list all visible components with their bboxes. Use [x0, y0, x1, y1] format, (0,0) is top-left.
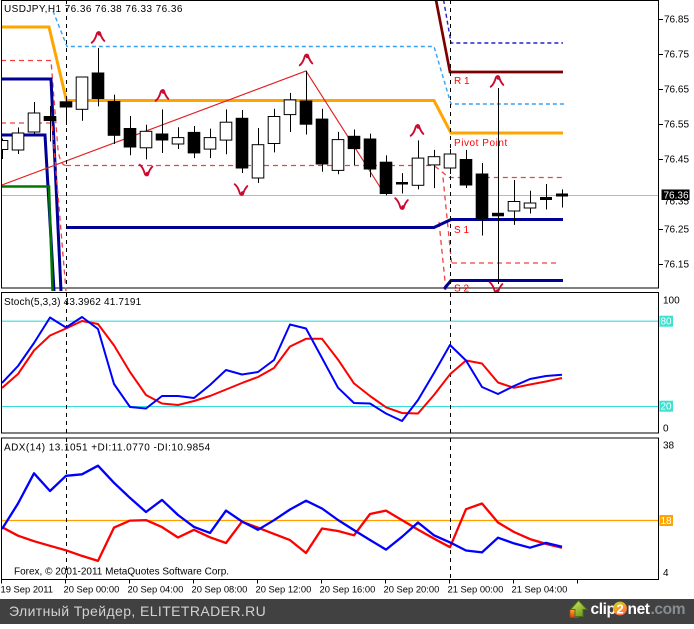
svg-text:20 Sep 20:00: 20 Sep 20:00 — [384, 584, 440, 595]
svg-text:76.15: 76.15 — [664, 260, 689, 271]
svg-text:2: 2 — [617, 602, 624, 617]
svg-text:Pivot Point: Pivot Point — [454, 138, 508, 149]
svg-text:76.65: 76.65 — [664, 85, 689, 96]
svg-text:S 1: S 1 — [454, 225, 469, 236]
svg-text:Forex, © 2001-2011 MetaQuotes: Forex, © 2001-2011 MetaQuotes Software C… — [14, 567, 229, 578]
svg-text:clip: clip — [591, 601, 616, 618]
svg-text:76.35: 76.35 — [664, 197, 689, 208]
svg-text:20 Sep 12:00: 20 Sep 12:00 — [256, 584, 312, 595]
svg-text:21 Sep 04:00: 21 Sep 04:00 — [512, 584, 568, 595]
svg-text:S 2: S 2 — [454, 284, 469, 295]
svg-text:R 1: R 1 — [454, 76, 470, 87]
svg-text:76.75: 76.75 — [664, 50, 689, 61]
svg-text:USDJPY,H1 76.36 76.38 76.33 7: USDJPY,H1 76.36 76.38 76.33 76.36 — [4, 4, 183, 15]
svg-text:.com: .com — [651, 601, 686, 618]
svg-text:20 Sep 04:00: 20 Sep 04:00 — [128, 584, 184, 595]
svg-text:76.45: 76.45 — [664, 155, 689, 166]
svg-text:0: 0 — [663, 424, 669, 435]
svg-text:net: net — [628, 601, 650, 618]
svg-text:76.36: 76.36 — [664, 191, 689, 202]
svg-text:19 Sep 2011: 19 Sep 2011 — [1, 584, 53, 595]
svg-text:18: 18 — [661, 516, 673, 527]
svg-text:80: 80 — [661, 317, 673, 328]
svg-text:20 Sep 08:00: 20 Sep 08:00 — [192, 584, 248, 595]
svg-text:20 Sep 16:00: 20 Sep 16:00 — [320, 584, 376, 595]
svg-text:4: 4 — [663, 568, 669, 579]
svg-text:100: 100 — [663, 296, 680, 307]
svg-text:38: 38 — [663, 441, 675, 452]
svg-text:Stoch(5,3,3) 43.3962 41.7191: Stoch(5,3,3) 43.3962 41.7191 — [4, 297, 142, 308]
svg-text:76.25: 76.25 — [664, 225, 689, 236]
svg-text:76.85: 76.85 — [664, 15, 689, 26]
svg-text:ADX(14) 13.1051 +DI:11.0770 -D: ADX(14) 13.1051 +DI:11.0770 -DI:10.9854 — [4, 443, 211, 454]
svg-text:Элитный Трейдер, ELITETRADER.R: Элитный Трейдер, ELITETRADER.RU — [9, 603, 266, 619]
svg-text:76.55: 76.55 — [664, 120, 689, 131]
svg-text:20 Sep 00:00: 20 Sep 00:00 — [64, 584, 120, 595]
svg-text:21 Sep 00:00: 21 Sep 00:00 — [448, 584, 504, 595]
svg-text:20: 20 — [661, 402, 673, 413]
